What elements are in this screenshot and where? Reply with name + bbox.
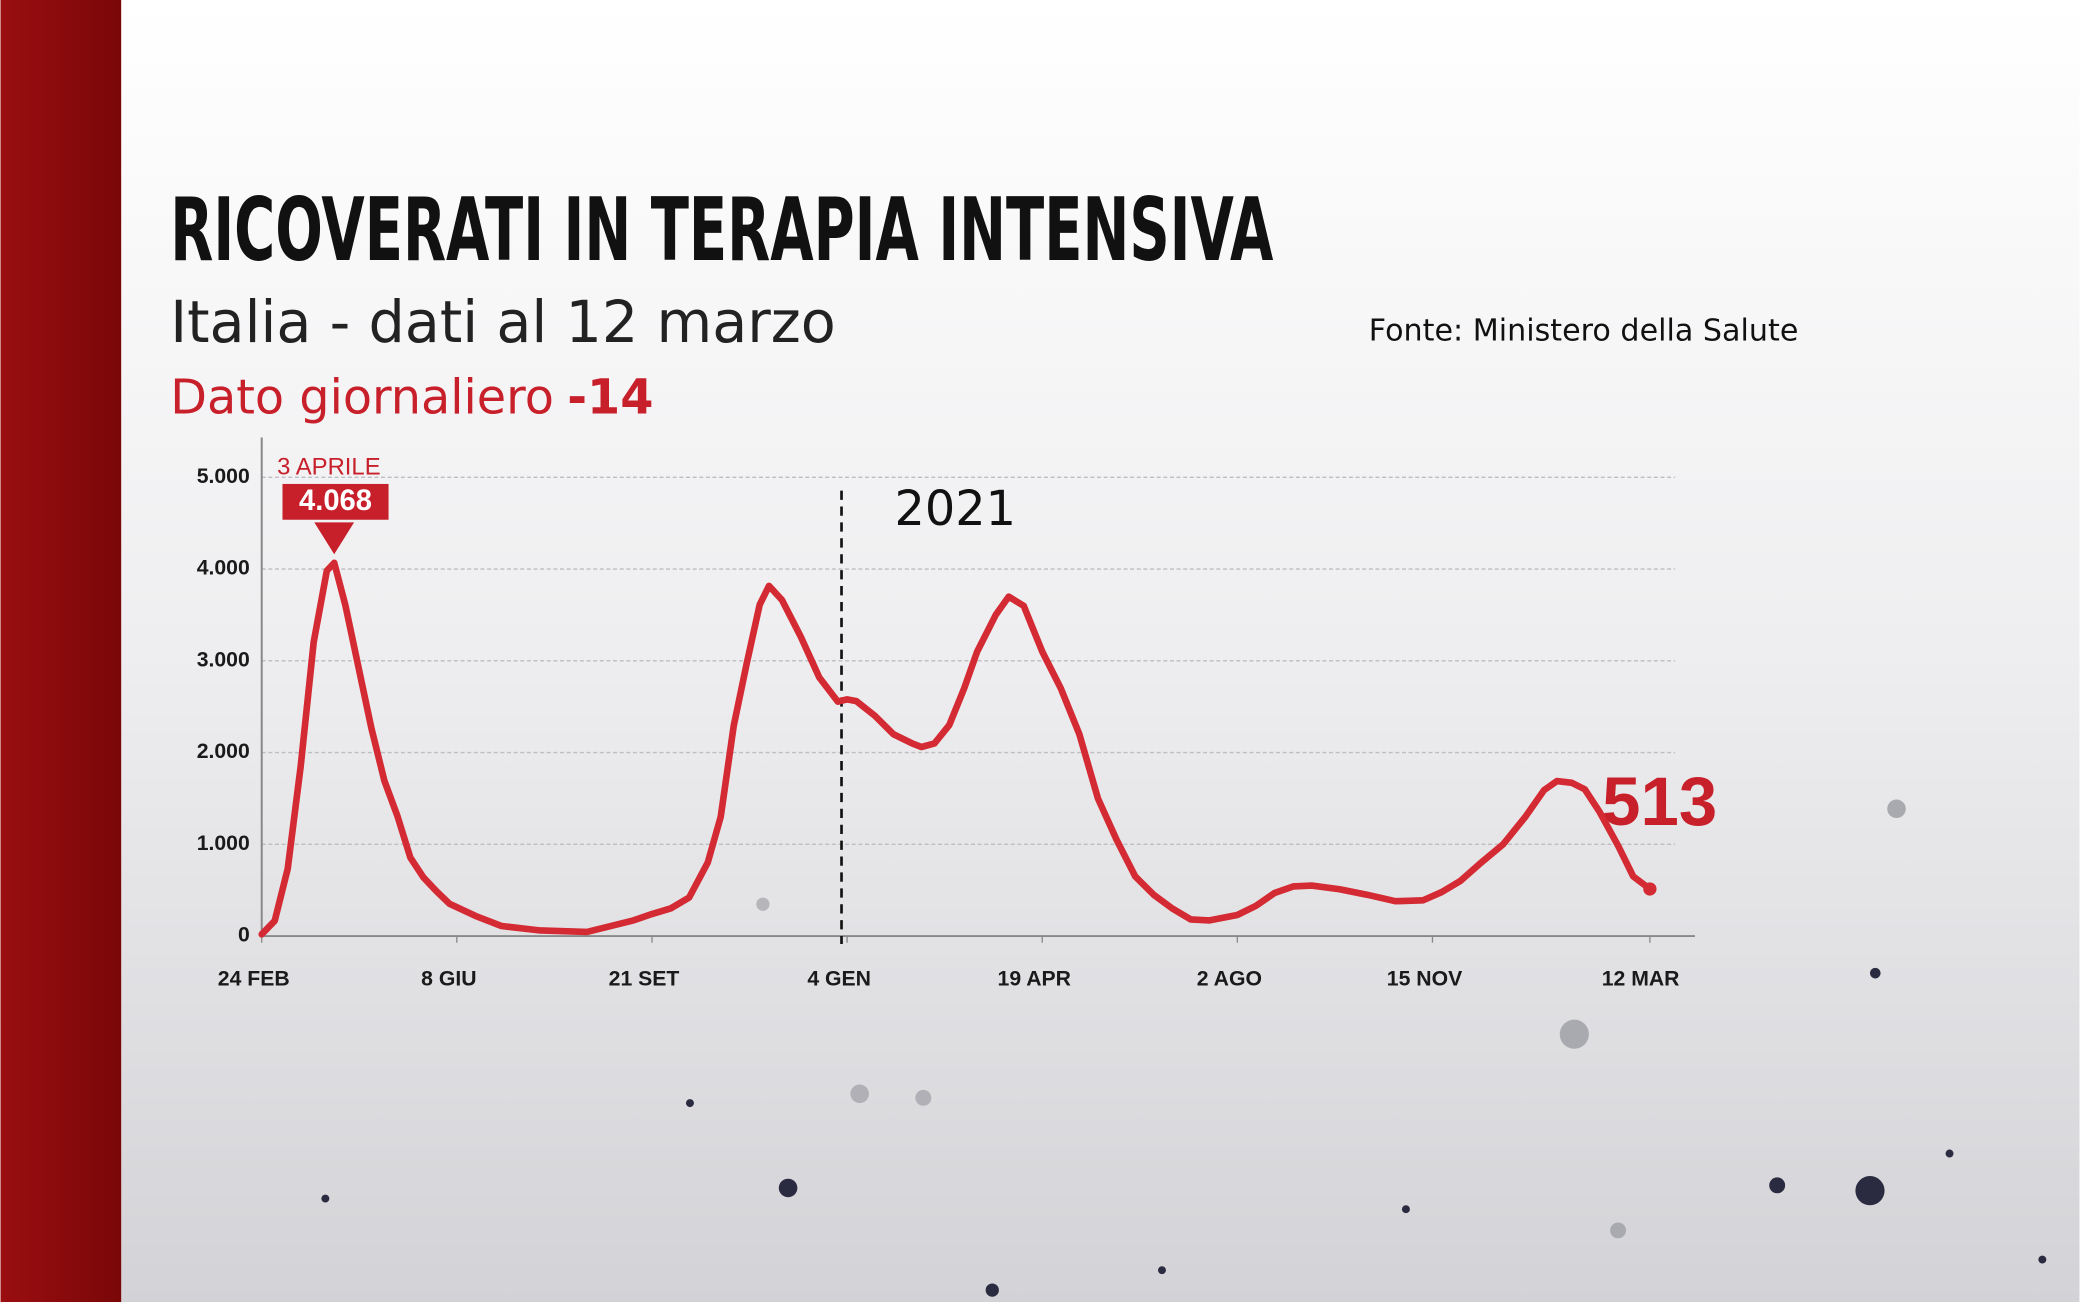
x-tick-label: 24 FEB <box>218 967 290 990</box>
y-tick-label: 2.000 <box>197 740 250 763</box>
source: Fonte: Ministero della Salute <box>1369 314 1799 349</box>
x-tick-label: 8 GIU <box>421 967 476 990</box>
daily-value: -14 <box>567 371 653 426</box>
speckles <box>321 799 2047 1297</box>
value-label-box <box>282 483 389 520</box>
y-tick-label: 0 <box>238 924 250 947</box>
data-line <box>258 559 1654 938</box>
value-label: 4.068 <box>299 485 372 517</box>
y-tick-label: 5.000 <box>197 465 250 488</box>
year-label: 2021 <box>895 482 1016 537</box>
x-tick-label: 2 AGO <box>1197 967 1262 990</box>
y-tick-label: 4.000 <box>197 557 250 580</box>
x-tick-label: 21 SET <box>609 967 680 990</box>
x-tick-label: 4 GEN <box>807 967 871 990</box>
y-tick-label: 1.000 <box>197 832 250 855</box>
subtitle: Italia - dati al 12 marzo <box>170 288 836 356</box>
x-tick-label: 19 APR <box>998 967 1071 990</box>
peak-pointer <box>314 522 355 555</box>
side-bar <box>0 0 122 1302</box>
x-tick-label: 12 MAR <box>1602 967 1680 990</box>
daily-line: Dato giornaliero -14 <box>170 371 653 426</box>
value-label: 513 <box>1602 763 1717 840</box>
x-tick-label: 15 NOV <box>1387 967 1462 990</box>
peak-date-label: 3 APRILE <box>277 453 380 480</box>
end-point <box>1643 882 1657 896</box>
chart-title: RICOVERATI IN TERAPIA INTENSIVA <box>170 179 1273 281</box>
daily-label: Dato giornaliero <box>170 371 554 426</box>
y-tick-label: 3.000 <box>197 648 250 671</box>
